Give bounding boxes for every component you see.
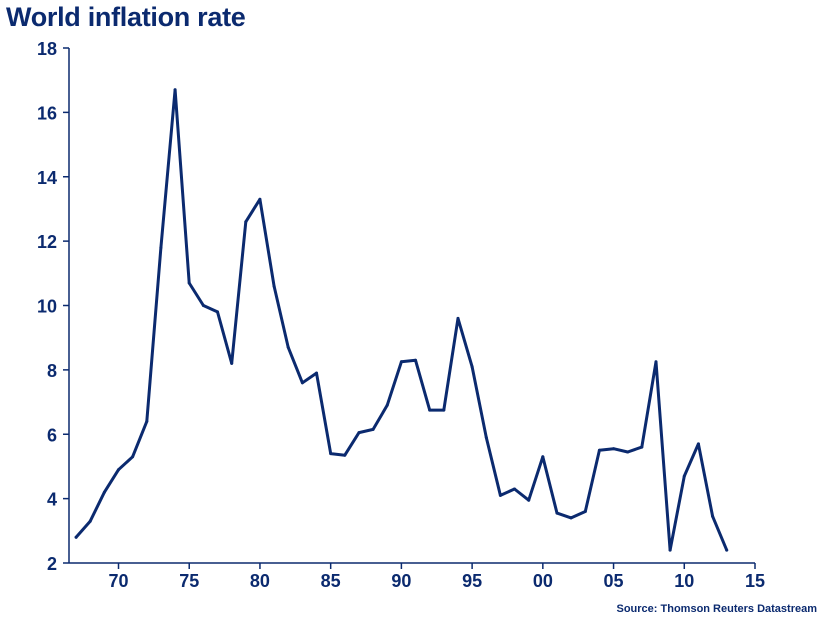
- data-point: [696, 442, 700, 446]
- y-tick-label: 8: [47, 361, 57, 381]
- x-tick-label: 00: [533, 571, 553, 591]
- data-point: [597, 448, 601, 452]
- data-point: [569, 516, 573, 520]
- x-tick-labels: 70 75 80 85 90 95 00 05 10 15: [108, 571, 765, 591]
- data-point: [216, 310, 219, 314]
- data-point: [711, 514, 715, 518]
- x-tick-label: 80: [250, 571, 270, 591]
- x-tick-label: 75: [179, 571, 199, 591]
- data-point: [527, 498, 531, 502]
- data-point: [626, 450, 630, 454]
- y-tick-label: 10: [37, 297, 57, 317]
- y-tick-label: 16: [37, 103, 57, 123]
- data-point: [159, 246, 163, 250]
- data-point: [145, 419, 149, 423]
- data-point: [131, 455, 135, 459]
- chart-title: World inflation rate: [6, 2, 246, 32]
- data-point: [428, 408, 432, 412]
- x-tick-label: 70: [108, 571, 128, 591]
- data-point: [357, 431, 361, 435]
- y-tick-label: 12: [37, 232, 57, 252]
- data-point: [258, 197, 262, 201]
- data-point: [385, 403, 389, 407]
- data-point: [286, 345, 290, 349]
- data-point: [272, 284, 276, 288]
- data-point: [343, 453, 347, 457]
- data-point: [244, 220, 248, 224]
- data-point: [329, 452, 333, 456]
- data-point: [456, 316, 460, 320]
- axes: [63, 47, 756, 569]
- x-tick-label: 05: [604, 571, 624, 591]
- data-point: [201, 304, 205, 307]
- y-tick-label: 14: [37, 168, 57, 188]
- data-point: [187, 281, 191, 285]
- data-point: [399, 360, 403, 364]
- data-point: [88, 519, 92, 523]
- y-tick-labels: 2 4 6 8 10 12 14 16 18: [37, 39, 57, 574]
- x-tick-label: 95: [462, 571, 482, 591]
- data-point: [498, 493, 502, 497]
- x-tick-label: 15: [745, 571, 765, 591]
- data-point: [414, 358, 417, 362]
- x-tick-label: 85: [321, 571, 341, 591]
- data-point: [371, 427, 375, 431]
- y-tick-label: 4: [47, 490, 57, 510]
- data-point: [513, 487, 516, 491]
- data-point: [442, 408, 446, 412]
- data-point: [74, 535, 78, 539]
- data-point: [173, 88, 177, 92]
- y-tick-label: 2: [47, 554, 57, 574]
- data-point: [583, 510, 587, 513]
- data-point: [230, 361, 234, 365]
- data-point: [117, 468, 120, 472]
- x-tick-label: 90: [391, 571, 411, 591]
- source-note: Source: Thomson Reuters Datastream: [616, 603, 818, 615]
- data-point: [470, 365, 474, 369]
- data-point: [725, 548, 729, 552]
- data-point: [484, 436, 488, 439]
- data-point: [300, 381, 304, 385]
- x-tick-label: 10: [674, 571, 694, 591]
- data-points: [74, 88, 729, 552]
- data-point: [541, 455, 545, 459]
- data-point: [654, 360, 658, 364]
- data-point: [640, 445, 644, 449]
- y-tick-label: 18: [37, 39, 57, 59]
- data-point: [612, 447, 616, 451]
- y-tick-label: 6: [47, 425, 57, 445]
- data-point: [102, 490, 106, 494]
- data-point: [682, 474, 686, 478]
- data-point: [668, 548, 672, 552]
- data-point: [555, 511, 559, 515]
- series-line: [74, 88, 729, 552]
- data-point: [315, 371, 318, 375]
